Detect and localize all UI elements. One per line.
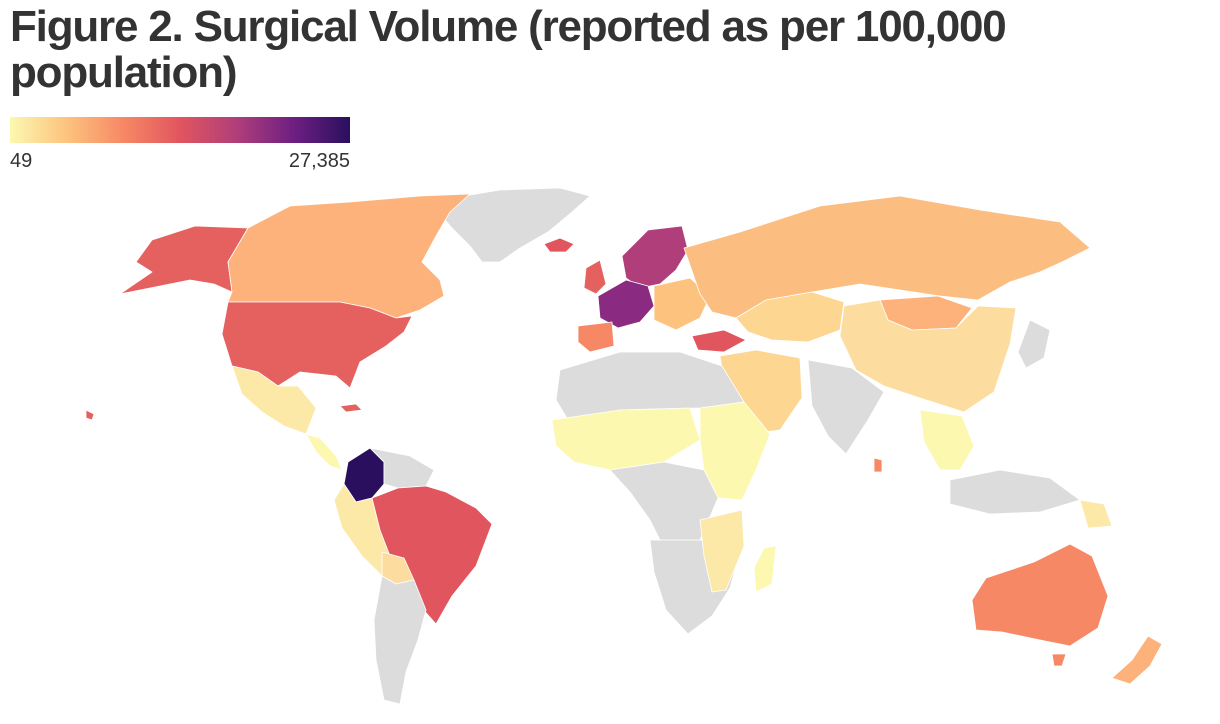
region-eastern-europe[interactable] xyxy=(653,277,711,331)
legend-gradient-bar xyxy=(10,117,350,143)
world-choropleth-map xyxy=(85,187,1163,705)
region-iberia[interactable] xyxy=(577,321,615,353)
legend-max-label: 27,385 xyxy=(288,150,350,172)
region-maritime-asia[interactable] xyxy=(949,469,1081,515)
region-hawaii[interactable] xyxy=(85,409,95,421)
region-west-africa[interactable] xyxy=(551,407,701,471)
region-central-america[interactable] xyxy=(305,433,343,471)
color-legend: 49 27,385 xyxy=(10,117,350,172)
region-japan[interactable] xyxy=(1017,319,1051,369)
region-east-africa[interactable] xyxy=(699,401,771,501)
region-caribbean[interactable] xyxy=(339,403,363,413)
region-china[interactable] xyxy=(839,299,1017,413)
region-greenland[interactable] xyxy=(439,187,591,263)
region-tasmania[interactable] xyxy=(1051,653,1067,667)
region-australia[interactable] xyxy=(971,543,1109,647)
region-png[interactable] xyxy=(1079,499,1113,529)
map-title: Figure 2. Surgical Volume (reported as p… xyxy=(10,2,1007,97)
region-south-asia[interactable] xyxy=(807,359,885,455)
region-southeast-asia[interactable] xyxy=(919,409,975,471)
region-central-asia[interactable] xyxy=(735,291,845,343)
region-southeast-africa[interactable] xyxy=(699,509,745,593)
region-sri-lanka[interactable] xyxy=(873,457,883,473)
region-argentina-chile[interactable] xyxy=(373,575,427,705)
region-madagascar[interactable] xyxy=(753,545,777,593)
region-alaska[interactable] xyxy=(119,225,249,295)
region-new-zealand[interactable] xyxy=(1111,635,1163,685)
region-scandinavia[interactable] xyxy=(621,225,689,289)
region-iceland[interactable] xyxy=(543,237,575,253)
region-turkey[interactable] xyxy=(691,329,747,353)
region-mexico[interactable] xyxy=(231,365,317,435)
legend-min-label: 49 xyxy=(10,150,33,172)
region-uk[interactable] xyxy=(583,259,607,295)
region-canada[interactable] xyxy=(227,193,471,319)
region-western-europe[interactable] xyxy=(597,279,655,329)
